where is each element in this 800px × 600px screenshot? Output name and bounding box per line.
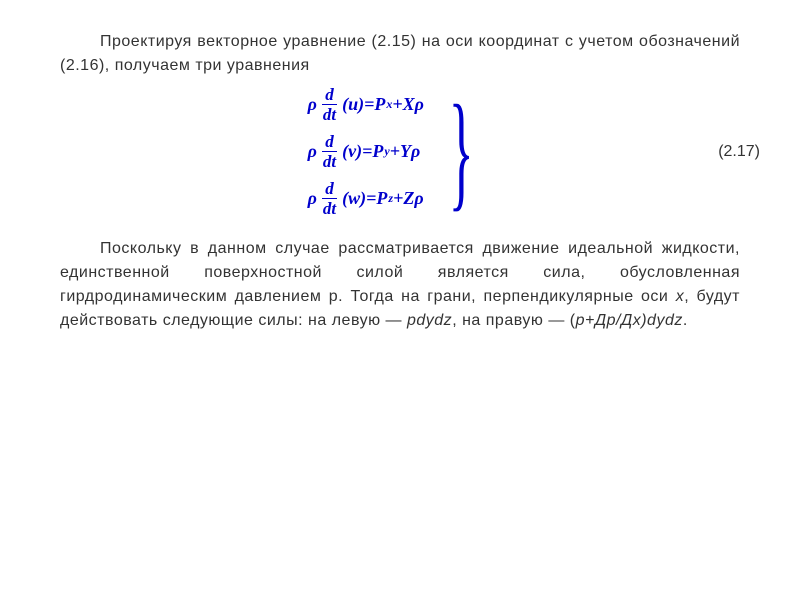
rho-symbol: ρ	[308, 188, 317, 209]
equation-row-x: ρ d dt (u) = Px + Xρ	[308, 86, 424, 123]
equals: =	[366, 188, 376, 209]
term-P: P	[374, 94, 385, 115]
equals: =	[364, 94, 374, 115]
rho-symbol: ρ	[308, 94, 317, 115]
equation-group: ρ d dt (u) = Px + Xρ ρ d dt (v) =	[308, 86, 493, 217]
plus: +	[392, 94, 402, 115]
term-Xrho: Xρ	[403, 94, 424, 115]
equation-system: ρ d dt (u) = Px + Xρ ρ d dt (v) =	[308, 86, 424, 217]
fraction-ddt: d dt	[320, 86, 339, 123]
italic-pdydz: pdydz	[407, 312, 452, 329]
text-segment: , на правую — (	[452, 312, 575, 329]
frac-num: d	[322, 86, 337, 105]
equation-row-y: ρ d dt (v) = Py + Yρ	[308, 133, 424, 170]
text-segment: Поскольку в данном случае рассматриваетс…	[60, 240, 740, 305]
frac-num: d	[322, 133, 337, 152]
fraction-ddt: d dt	[320, 133, 339, 170]
var-u: (u)	[342, 94, 364, 115]
equals: =	[362, 141, 372, 162]
rho-symbol: ρ	[308, 141, 317, 162]
equation-number: (2.17)	[718, 143, 760, 161]
var-w: (w)	[342, 188, 366, 209]
frac-den: dt	[320, 105, 339, 123]
term-Zrho: Zρ	[403, 188, 423, 209]
text-segment: .	[683, 312, 688, 329]
italic-x: х	[676, 288, 685, 305]
italic-expr: р+Др/Дх)dydz	[576, 312, 683, 329]
frac-den: dt	[320, 152, 339, 170]
paragraph-intro: Проектируя векторное уравнение (2.15) на…	[60, 30, 740, 78]
frac-num: d	[322, 180, 337, 199]
plus: +	[390, 141, 400, 162]
var-v: (v)	[342, 141, 362, 162]
frac-den: dt	[320, 199, 339, 217]
fraction-ddt: d dt	[320, 180, 339, 217]
plus: +	[393, 188, 403, 209]
equation-block: ρ d dt (u) = Px + Xρ ρ d dt (v) =	[60, 86, 740, 217]
term-Yrho: Yρ	[400, 141, 420, 162]
term-P: P	[376, 188, 387, 209]
equation-row-z: ρ d dt (w) = Pz + Zρ	[308, 180, 424, 217]
term-P: P	[372, 141, 383, 162]
paragraph-body: Поскольку в данном случае рассматриваетс…	[60, 237, 740, 333]
right-brace-icon: }	[449, 93, 474, 210]
